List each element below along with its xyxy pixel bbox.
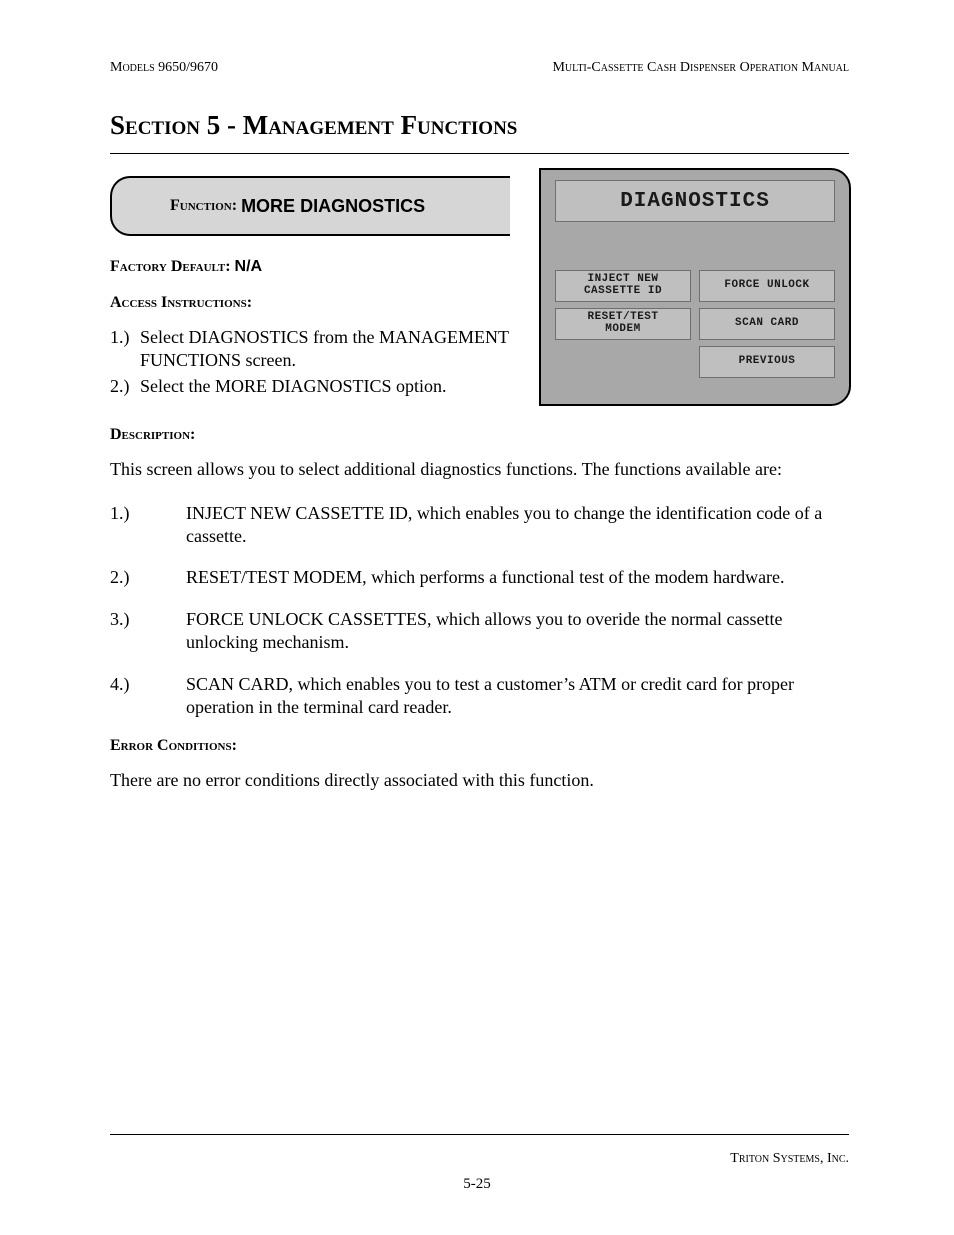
error-text: There are no error conditions directly a… <box>110 769 849 792</box>
description-item-text: RESET/TEST MODEM, which performs a funct… <box>180 566 849 589</box>
access-item-text: Select DIAGNOSTICS from the MANAGE­MENT … <box>140 326 539 373</box>
atm-btn-empty <box>555 346 691 378</box>
title-rule <box>110 153 849 154</box>
description-item: 1.) INJECT NEW CASSETTE ID, which enable… <box>110 502 849 549</box>
access-item-num: 1.) <box>110 326 140 373</box>
description-item-num: 4.) <box>110 673 180 720</box>
atm-btn-reset-modem[interactable]: RESET/TEST MODEM <box>555 308 691 340</box>
atm-screen-panel: DIAGNOSTICS INJECT NEW CASSETTE ID FORCE… <box>539 168 851 406</box>
description-item-num: 2.) <box>110 566 180 589</box>
atm-button-grid: INJECT NEW CASSETTE ID FORCE UNLOCK RESE… <box>555 270 835 378</box>
access-item-text: Select the MORE DIAGNOSTICS option. <box>140 375 539 398</box>
description-heading: Description: <box>110 426 849 444</box>
atm-btn-previous[interactable]: PREVIOUS <box>699 346 835 378</box>
description-item: 2.) RESET/TEST MODEM, which performs a f… <box>110 566 849 589</box>
description-item-num: 1.) <box>110 502 180 549</box>
description-item-text: INJECT NEW CASSETTE ID, which enables yo… <box>180 502 849 549</box>
description-intro: This screen allows you to select additio… <box>110 458 849 481</box>
description-item-text: SCAN CARD, which enables you to test a c… <box>180 673 849 720</box>
footer-page-number: 5-25 <box>0 1176 954 1193</box>
atm-title-bar: DIAGNOSTICS <box>555 180 835 222</box>
function-box: Function: MORE DIAGNOSTICS <box>110 176 510 236</box>
description-item: 4.) SCAN CARD, which enables you to test… <box>110 673 849 720</box>
description-item: 3.) FORCE UNLOCK CASSETTES, which allows… <box>110 608 849 655</box>
atm-btn-scan-card[interactable]: SCAN CARD <box>699 308 835 340</box>
access-item: 1.) Select DIAGNOSTICS from the MANAGE­M… <box>110 326 539 373</box>
access-item: 2.) Select the MORE DIAGNOSTICS option. <box>110 375 539 398</box>
header-left: Models 9650/9670 <box>110 60 218 76</box>
function-name: MORE DIAGNOSTICS <box>241 196 425 217</box>
description-item-num: 3.) <box>110 608 180 655</box>
atm-title: DIAGNOSTICS <box>620 190 770 213</box>
header-right: Multi-Cassette Cash Dispenser Operation … <box>552 60 849 76</box>
section-title: Section 5 - Management Functions <box>110 110 849 141</box>
function-label: Function: <box>170 197 237 215</box>
description-item-text: FORCE UNLOCK CASSETTES, which allows you… <box>180 608 849 655</box>
footer-company: Triton Systems, Inc. <box>730 1151 849 1167</box>
factory-default-value: N/A <box>235 258 263 275</box>
access-item-num: 2.) <box>110 375 140 398</box>
error-heading: Error Conditions: <box>110 737 849 755</box>
footer-rule <box>110 1134 849 1135</box>
atm-btn-inject-cassette[interactable]: INJECT NEW CASSETTE ID <box>555 270 691 302</box>
atm-btn-force-unlock[interactable]: FORCE UNLOCK <box>699 270 835 302</box>
description-list: 1.) INJECT NEW CASSETTE ID, which enable… <box>110 502 849 720</box>
factory-default-label: Factory Default: <box>110 258 231 275</box>
